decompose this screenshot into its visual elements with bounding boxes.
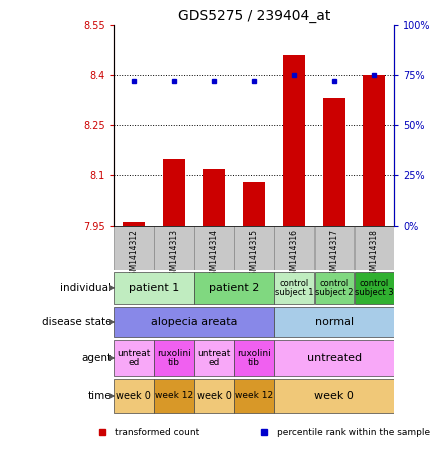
Bar — [283, 55, 305, 226]
Text: week 0: week 0 — [117, 391, 152, 401]
Bar — [275, 226, 314, 270]
Bar — [314, 226, 354, 270]
Text: patient 2: patient 2 — [209, 283, 259, 293]
Bar — [194, 379, 233, 413]
Text: week 0: week 0 — [314, 391, 354, 401]
Text: GSM1414313: GSM1414313 — [170, 229, 178, 280]
Bar — [275, 307, 394, 337]
Text: week 0: week 0 — [197, 391, 231, 401]
Text: untreat
ed: untreat ed — [197, 349, 231, 367]
Bar — [363, 75, 385, 226]
Text: week 12: week 12 — [155, 391, 193, 400]
Bar — [194, 226, 233, 270]
Text: alopecia areata: alopecia areata — [151, 317, 237, 327]
Bar — [194, 340, 233, 376]
Text: patient 1: patient 1 — [129, 283, 179, 293]
Text: control
subject 3: control subject 3 — [355, 279, 393, 297]
Text: GSM1414314: GSM1414314 — [209, 229, 219, 280]
Bar — [194, 272, 274, 304]
Text: control
subject 2: control subject 2 — [315, 279, 353, 297]
Text: control
subject 1: control subject 1 — [275, 279, 313, 297]
Bar — [234, 379, 274, 413]
Bar — [275, 272, 314, 304]
Bar — [114, 272, 194, 304]
Text: ruxolini
tib: ruxolini tib — [237, 349, 271, 367]
Title: GDS5275 / 239404_at: GDS5275 / 239404_at — [178, 9, 330, 23]
Text: individual: individual — [60, 283, 111, 293]
Bar — [314, 272, 354, 304]
Bar — [123, 222, 145, 226]
Bar — [114, 379, 154, 413]
Bar — [154, 379, 194, 413]
Text: GSM1414315: GSM1414315 — [250, 229, 258, 280]
Bar — [275, 340, 394, 376]
Bar — [114, 340, 154, 376]
Bar — [243, 182, 265, 226]
Bar — [234, 226, 274, 270]
Text: normal: normal — [314, 317, 354, 327]
Bar — [114, 307, 274, 337]
Text: GSM1414317: GSM1414317 — [330, 229, 339, 280]
Bar — [203, 169, 225, 226]
Bar — [323, 98, 345, 226]
Text: disease state: disease state — [42, 317, 111, 327]
Text: time: time — [88, 391, 111, 401]
Text: GSM1414316: GSM1414316 — [290, 229, 299, 280]
Bar — [163, 159, 185, 226]
Text: week 12: week 12 — [235, 391, 273, 400]
Text: ruxolini
tib: ruxolini tib — [157, 349, 191, 367]
Bar — [154, 226, 194, 270]
Text: agent: agent — [81, 353, 111, 363]
Text: percentile rank within the sample: percentile rank within the sample — [277, 428, 430, 437]
Bar — [354, 226, 394, 270]
Bar — [154, 340, 194, 376]
Text: untreated: untreated — [307, 353, 362, 363]
Text: transformed count: transformed count — [115, 428, 199, 437]
Bar — [354, 272, 394, 304]
Bar — [234, 340, 274, 376]
Bar — [275, 379, 394, 413]
Text: GSM1414312: GSM1414312 — [129, 229, 138, 280]
Text: GSM1414318: GSM1414318 — [370, 229, 379, 280]
Text: untreat
ed: untreat ed — [117, 349, 151, 367]
Bar — [114, 226, 154, 270]
